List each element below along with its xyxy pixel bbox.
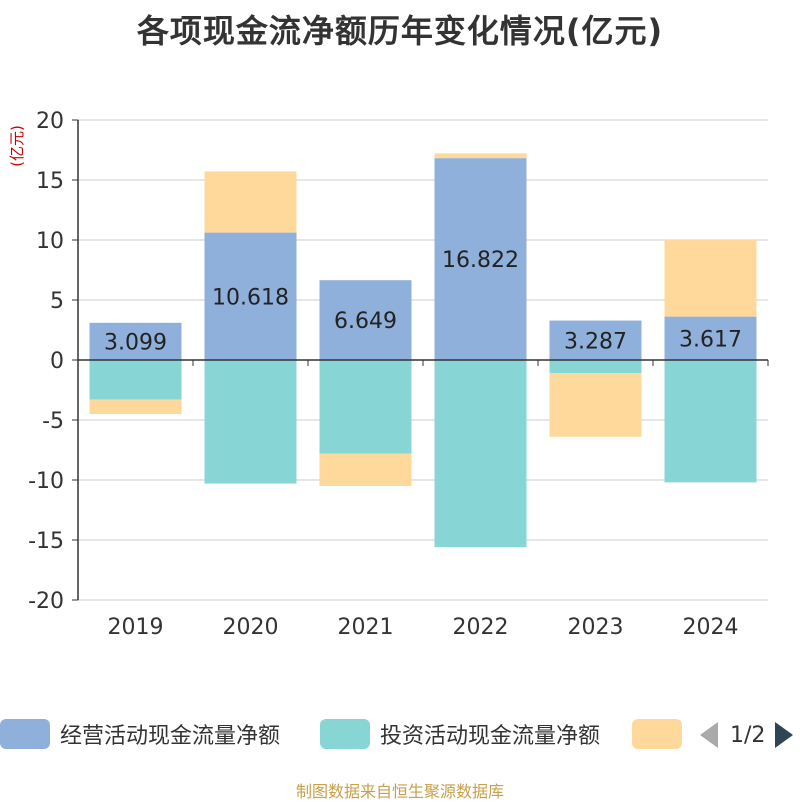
legend-swatch-financing bbox=[632, 719, 682, 749]
data-label-2021: 6.649 bbox=[334, 309, 397, 334]
legend-label-operating: 经营活动现金流量净额 bbox=[60, 724, 281, 749]
bar-3-2024 bbox=[664, 239, 757, 317]
bar-2-2021 bbox=[319, 360, 412, 454]
data-label-2023: 3.287 bbox=[564, 329, 627, 354]
legend-swatch-operating bbox=[0, 719, 50, 749]
bar-2-2024 bbox=[664, 360, 757, 483]
bar-2-2020 bbox=[204, 360, 297, 484]
x-tick-label-2023: 2023 bbox=[568, 615, 624, 640]
chart-title: 各项现金流净额历年变化情况(亿元) bbox=[136, 12, 664, 50]
y-tick-label: -20 bbox=[28, 589, 64, 614]
bar-2-2019 bbox=[89, 360, 182, 400]
legend-item-investing[interactable]: 投资活动现金流量净额 bbox=[320, 716, 600, 752]
y-tick-label: -10 bbox=[28, 469, 64, 494]
y-tick-label: 15 bbox=[36, 169, 64, 194]
y-tick-label: -15 bbox=[28, 529, 64, 554]
bar-3-2020 bbox=[204, 171, 297, 233]
x-tick-label-2020: 2020 bbox=[223, 615, 279, 640]
data-label-2022: 16.822 bbox=[442, 248, 519, 273]
bar-3-2022 bbox=[434, 153, 527, 159]
data-label-2019: 3.099 bbox=[104, 330, 167, 355]
gridlines bbox=[78, 119, 768, 601]
data-labels: 3.099 10.618 6.649 16.822 3.287 3.617 bbox=[104, 248, 742, 355]
legend-item-financing[interactable] bbox=[632, 716, 692, 752]
y-tick-label: 10 bbox=[36, 229, 64, 254]
x-tick-label-2024: 2024 bbox=[683, 615, 739, 640]
bar-1-2022 bbox=[434, 158, 527, 360]
bar-2-2022 bbox=[434, 360, 527, 548]
legend-item-operating[interactable]: 经营活动现金流量净额 bbox=[0, 716, 280, 752]
y-axis-label: (亿元) bbox=[8, 125, 26, 167]
legend-label-investing: 投资活动现金流量净额 bbox=[380, 724, 601, 749]
x-tick-label-2019: 2019 bbox=[108, 615, 164, 640]
data-label-2020: 10.618 bbox=[212, 285, 289, 310]
bar-3-2023 bbox=[549, 373, 642, 437]
bar-1-2023 bbox=[549, 320, 642, 360]
legend-swatch-investing bbox=[320, 719, 370, 749]
y-tick-label: 5 bbox=[50, 289, 64, 314]
page-next-icon[interactable] bbox=[775, 722, 794, 748]
data-source-note: 制图数据来自恒生聚源数据库 bbox=[295, 782, 504, 801]
bar-1-2021 bbox=[319, 280, 412, 360]
bar-3-2019 bbox=[89, 399, 182, 414]
bar-1-2019 bbox=[89, 322, 182, 360]
axes: 20 15 10 5 0 -5 -10 -15 -20 2019 2020 2021 2022 2023 2… bbox=[28, 109, 769, 640]
bar-2-2023 bbox=[549, 360, 642, 374]
bar-3-2021 bbox=[319, 453, 412, 486]
legend: 经营活动现金流量净额 投资活动现金流量净额 1/2 bbox=[0, 716, 800, 756]
y-tick-label: -5 bbox=[42, 409, 64, 434]
bar-1-2024 bbox=[664, 316, 757, 360]
page-prev-icon[interactable] bbox=[700, 722, 718, 748]
bar-1-2020 bbox=[204, 232, 297, 360]
legend-page-indicator: 1/2 bbox=[730, 722, 766, 748]
data-label-2024: 3.617 bbox=[679, 327, 742, 352]
x-tick-label-2021: 2021 bbox=[338, 615, 394, 640]
chart-canvas: 20 15 10 5 0 -5 -10 -15 -20 2019 2020 2021 2022 2023 2… bbox=[8, 109, 769, 640]
legend-pager: 1/2 bbox=[700, 718, 794, 752]
y-tick-label: 0 bbox=[50, 349, 64, 374]
y-tick-label: 20 bbox=[36, 109, 64, 134]
bars bbox=[89, 153, 757, 548]
x-tick-label-2022: 2022 bbox=[453, 615, 509, 640]
